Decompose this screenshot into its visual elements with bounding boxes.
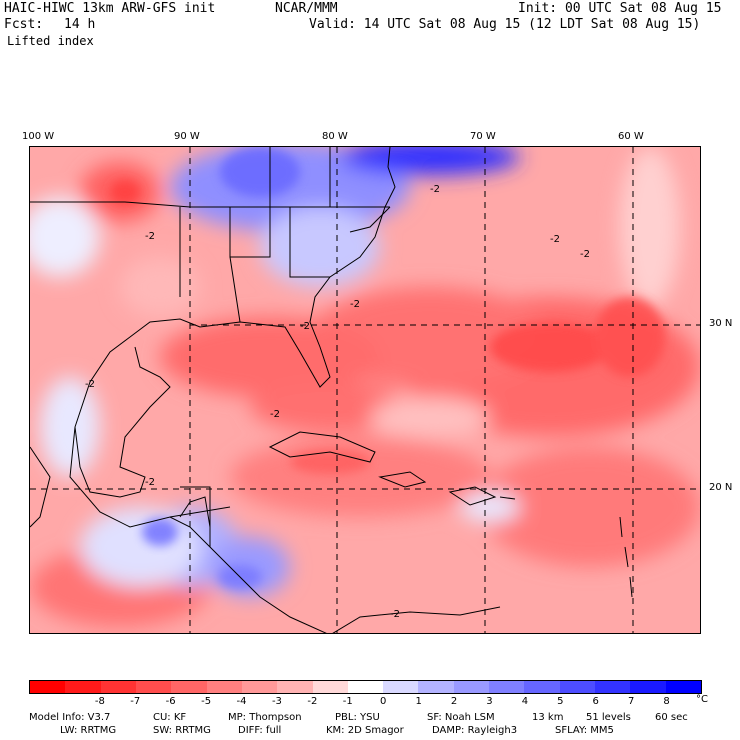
central-america-coast: [69, 426, 327, 633]
colorbar-swatch: [383, 681, 419, 693]
contour-label: -2: [580, 249, 590, 260]
colorbar-unit: °C: [696, 694, 708, 705]
central-america-borders: [169, 486, 231, 547]
colorbar-swatch: [100, 681, 136, 693]
colorbar-swatch: [347, 681, 384, 693]
model-info-item: CU: KF: [153, 712, 187, 723]
puerto-rico: [499, 496, 516, 500]
model-info-item: 51 levels: [586, 712, 631, 723]
coastlines: [30, 147, 633, 633]
colorbar-tick-label: -1: [342, 696, 353, 707]
lon-label-90w: 90 W: [174, 131, 200, 142]
colorbar-tick-label: -7: [130, 696, 141, 707]
contour-label: -2: [350, 299, 360, 310]
gulf-coast: [74, 147, 396, 498]
contour-label: -2: [145, 477, 155, 488]
colorbar-tick-label: 8: [663, 696, 670, 707]
contour-labels: -2 -2 -2 -2 -2 -2 -2 -2 -2 -2: [85, 184, 590, 620]
contour-label: -2: [390, 609, 400, 620]
colorbar-tick-label: 3: [486, 696, 493, 707]
model-info-item: SFLAY: MM5: [555, 725, 614, 736]
south-america-coast: [332, 606, 501, 633]
contour-label: -2: [300, 321, 310, 332]
init-time: Init: 00 UTC Sat 08 Aug 15: [518, 1, 722, 16]
latlon-grid: [30, 147, 700, 633]
colorbar-tick-label: -2: [307, 696, 318, 707]
lon-label-60w: 60 W: [618, 131, 644, 142]
colorbar-swatch: [453, 681, 490, 693]
model-info-item: KM: 2D Smagor: [326, 725, 404, 736]
model-info-item: Model Info: V3.7: [29, 712, 111, 723]
colorbar-swatch: [630, 681, 666, 693]
model-info-item: DAMP: Rayleigh3: [432, 725, 518, 736]
colorbar-swatch: [65, 681, 101, 693]
lifted-index-map: -2 -2 -2 -2 -2 -2 -2 -2 -2 -2: [29, 146, 701, 634]
colorbar-swatch: [171, 681, 207, 693]
colorbar-tick-label: 7: [627, 696, 635, 707]
map-canvas: -2 -2 -2 -2 -2 -2 -2 -2 -2 -2: [30, 147, 700, 633]
colorbar-swatch: [241, 681, 278, 693]
model-info-item: SF: Noah LSM: [427, 712, 495, 723]
jamaica-area: [378, 471, 427, 488]
colorbar-tick-label: -5: [201, 696, 212, 707]
hispaniola: [448, 486, 497, 506]
contour-label: -2: [85, 379, 95, 390]
lon-label-100w: 100 W: [22, 131, 55, 142]
colorbar-swatch: [524, 681, 560, 693]
cuba: [268, 431, 376, 463]
colorbar-swatch: [418, 681, 454, 693]
valid-time: Valid: 14 UTC Sat 08 Aug 15 (12 LDT Sat …: [309, 17, 701, 32]
colorbar-tick-label: 5: [557, 696, 564, 707]
colorbar: [29, 680, 702, 694]
colorbar-swatch: [277, 681, 313, 693]
colorbar-tick-label: 4: [521, 696, 529, 707]
lat-label-30n: 30 N: [709, 318, 733, 329]
contour-label: -2: [270, 409, 280, 420]
colorbar-swatch: [489, 681, 525, 693]
model-title: HAIC-HIWC 13km ARW-GFS init: [4, 1, 216, 16]
model-info-item: 60 sec: [655, 712, 688, 723]
lon-label-70w: 70 W: [470, 131, 496, 142]
colorbar-tick-label: -4: [236, 696, 247, 707]
colorbar-tick-label: -3: [271, 696, 282, 707]
org-label: NCAR/MMM: [275, 1, 338, 16]
model-info-item: LW: RRTMG: [60, 725, 117, 736]
model-info-item: DIFF: full: [238, 725, 282, 736]
model-info-item: PBL: YSU: [335, 712, 380, 723]
colorbar-swatch: [665, 681, 701, 693]
model-info-item: SW: RRTMG: [153, 725, 211, 736]
contour-label: -2: [550, 234, 560, 245]
colorbar-swatch: [135, 681, 172, 693]
model-info-item: MP: Thompson: [228, 712, 302, 723]
colorbar-tick-label: -8: [94, 696, 105, 707]
lat-label-20n: 20 N: [709, 482, 733, 493]
colorbar-swatch: [312, 681, 348, 693]
colorbar-tick-label: 1: [415, 696, 422, 707]
colorbar-swatch: [206, 681, 242, 693]
forecast-label: Fcst:: [4, 17, 44, 32]
yucatan: [179, 496, 211, 528]
mexico-pacific-coast: [30, 446, 51, 528]
colorbar-tick-label: 0: [380, 696, 387, 707]
model-info-item: 13 km: [532, 712, 564, 723]
state-borders: [179, 147, 391, 323]
contour-label: -2: [145, 231, 155, 242]
contour-label: -2: [430, 184, 440, 195]
colorbar-tick-label: 2: [450, 696, 458, 707]
colorbar-swatch: [559, 681, 595, 693]
colorbar-swatch: [30, 681, 66, 693]
lon-label-80w: 80 W: [322, 131, 348, 142]
colorbar-swatch: [595, 681, 631, 693]
colorbar-tick-label: -6: [165, 696, 176, 707]
field-name: Lifted index: [7, 34, 94, 48]
colorbar-tick-label: 6: [592, 696, 599, 707]
lesser-antilles: [619, 516, 633, 598]
forecast-hour: 14 h: [64, 17, 96, 32]
